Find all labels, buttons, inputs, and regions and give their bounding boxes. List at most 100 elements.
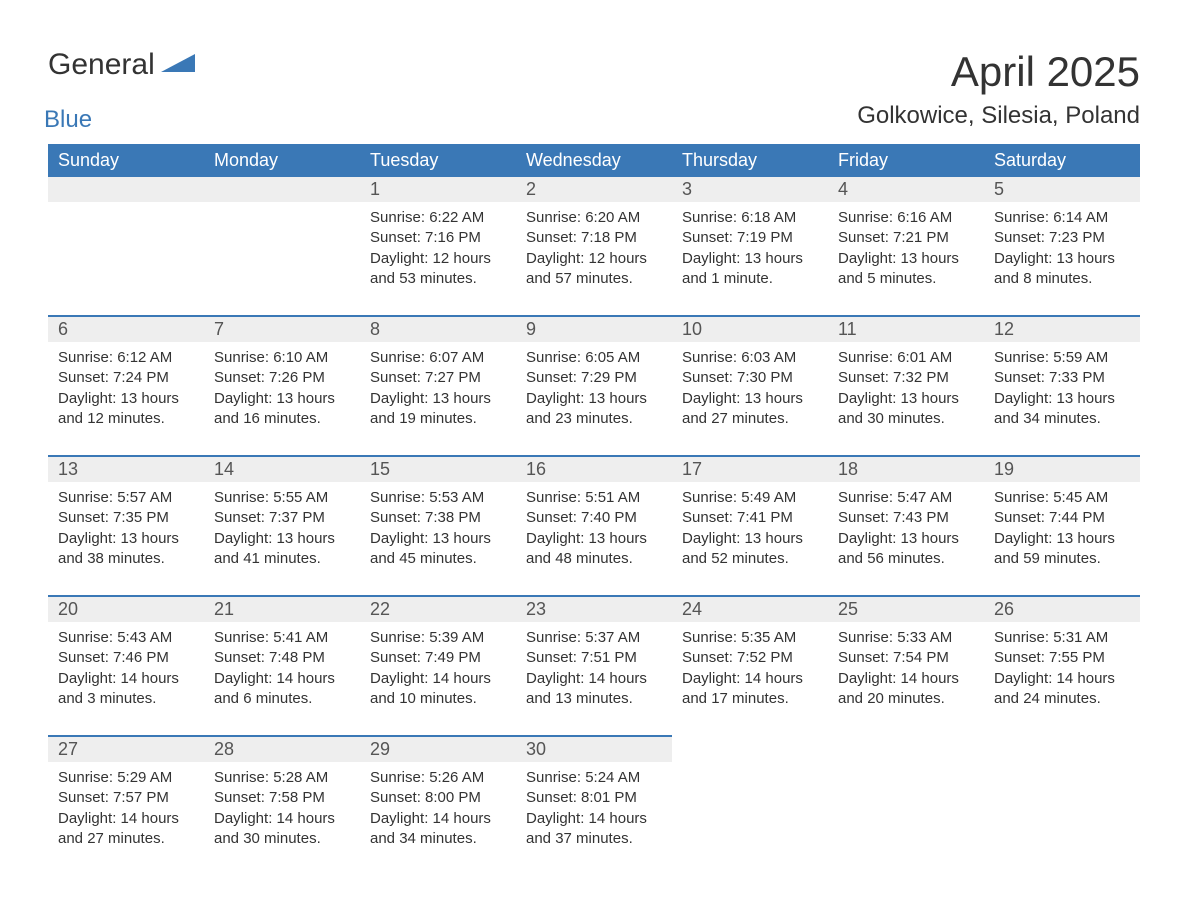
day-number: 15 [360, 456, 516, 482]
sunset-text: Sunset: 7:35 PM [58, 508, 194, 528]
sunrise-text: Sunrise: 5:33 AM [838, 628, 974, 648]
day-number-row: 12345 [48, 177, 1140, 202]
day-number: 19 [984, 456, 1140, 482]
sunrise-text: Sunrise: 5:28 AM [214, 768, 350, 788]
sunrise-text: Sunrise: 5:47 AM [838, 488, 974, 508]
day-number: 29 [360, 736, 516, 762]
day-number: 20 [48, 596, 204, 622]
day-details: Sunrise: 5:53 AMSunset: 7:38 PMDaylight:… [360, 482, 516, 596]
sunset-text: Sunset: 7:19 PM [682, 228, 818, 248]
day-details: Sunrise: 6:12 AMSunset: 7:24 PMDaylight:… [48, 342, 204, 456]
day-number [48, 177, 204, 202]
logo-text-general: General [48, 48, 155, 81]
day-number: 1 [360, 177, 516, 202]
day-details: Sunrise: 6:18 AMSunset: 7:19 PMDaylight:… [672, 202, 828, 316]
day-details: Sunrise: 5:41 AMSunset: 7:48 PMDaylight:… [204, 622, 360, 736]
daylight-text: Daylight: 13 hours and 34 minutes. [994, 389, 1130, 430]
sunset-text: Sunset: 8:01 PM [526, 788, 662, 808]
day-number: 14 [204, 456, 360, 482]
day-details [672, 762, 828, 875]
sunrise-text: Sunrise: 5:37 AM [526, 628, 662, 648]
sunset-text: Sunset: 7:23 PM [994, 228, 1130, 248]
sunrise-text: Sunrise: 5:39 AM [370, 628, 506, 648]
sunrise-text: Sunrise: 5:53 AM [370, 488, 506, 508]
sunrise-text: Sunrise: 5:24 AM [526, 768, 662, 788]
day-number: 8 [360, 316, 516, 342]
sunset-text: Sunset: 7:43 PM [838, 508, 974, 528]
sunset-text: Sunset: 7:32 PM [838, 368, 974, 388]
sunrise-text: Sunrise: 5:31 AM [994, 628, 1130, 648]
day-detail-row: Sunrise: 5:57 AMSunset: 7:35 PMDaylight:… [48, 482, 1140, 596]
day-details: Sunrise: 5:29 AMSunset: 7:57 PMDaylight:… [48, 762, 204, 875]
sunset-text: Sunset: 7:44 PM [994, 508, 1130, 528]
weekday-header: Saturday [984, 144, 1140, 177]
sunrise-text: Sunrise: 6:18 AM [682, 208, 818, 228]
sunset-text: Sunset: 7:24 PM [58, 368, 194, 388]
day-number: 2 [516, 177, 672, 202]
sunrise-text: Sunrise: 5:57 AM [58, 488, 194, 508]
daylight-text: Daylight: 14 hours and 20 minutes. [838, 669, 974, 710]
daylight-text: Daylight: 13 hours and 27 minutes. [682, 389, 818, 430]
daylight-text: Daylight: 14 hours and 6 minutes. [214, 669, 350, 710]
daylight-text: Daylight: 13 hours and 19 minutes. [370, 389, 506, 430]
sunset-text: Sunset: 7:46 PM [58, 648, 194, 668]
sunrise-text: Sunrise: 5:43 AM [58, 628, 194, 648]
day-number: 16 [516, 456, 672, 482]
day-number: 5 [984, 177, 1140, 202]
sunrise-text: Sunrise: 6:22 AM [370, 208, 506, 228]
title-block: April 2025 Golkowice, Silesia, Poland [857, 48, 1140, 130]
day-number [984, 736, 1140, 762]
sunrise-text: Sunrise: 6:07 AM [370, 348, 506, 368]
sunset-text: Sunset: 7:58 PM [214, 788, 350, 808]
day-number: 9 [516, 316, 672, 342]
page-title: April 2025 [857, 48, 1140, 96]
logo: General Blue [48, 48, 195, 134]
sunrise-text: Sunrise: 5:41 AM [214, 628, 350, 648]
sunset-text: Sunset: 7:55 PM [994, 648, 1130, 668]
day-detail-row: Sunrise: 5:43 AMSunset: 7:46 PM Daylight:… [48, 622, 1140, 736]
day-details: Sunrise: 5:43 AMSunset: 7:46 PMDaylight:… [48, 622, 204, 736]
day-number-row: 27282930 [48, 736, 1140, 762]
day-details [204, 202, 360, 316]
day-details [828, 762, 984, 875]
daylight-text: Daylight: 14 hours and 17 minutes. [682, 669, 818, 710]
day-details: Sunrise: 6:07 AMSunset: 7:27 PMDaylight:… [360, 342, 516, 456]
day-number [672, 736, 828, 762]
day-details: Sunrise: 5:55 AMSunset: 7:37 PMDaylight:… [204, 482, 360, 596]
sunset-text: Sunset: 7:29 PM [526, 368, 662, 388]
sunrise-text: Sunrise: 6:01 AM [838, 348, 974, 368]
sunrise-text: Sunrise: 5:49 AM [682, 488, 818, 508]
day-number: 23 [516, 596, 672, 622]
sunset-text: Sunset: 7:16 PM [370, 228, 506, 248]
sunset-text: Sunset: 7:41 PM [682, 508, 818, 528]
day-details: Sunrise: 5:51 AMSunset: 7:40 PMDaylight:… [516, 482, 672, 596]
day-number-row: 20212223242526 [48, 596, 1140, 622]
day-number: 26 [984, 596, 1140, 622]
day-details: Sunrise: 5:26 AMSunset: 8:00 PMDaylight:… [360, 762, 516, 875]
day-details: Sunrise: 5:47 AMSunset: 7:43 PMDaylight:… [828, 482, 984, 596]
day-number: 11 [828, 316, 984, 342]
sunset-text: Sunset: 7:30 PM [682, 368, 818, 388]
daylight-text: Daylight: 13 hours and 38 minutes. [58, 529, 194, 570]
day-number: 13 [48, 456, 204, 482]
day-details: Sunrise: 5:45 AMSunset: 7:44 PMDaylight:… [984, 482, 1140, 596]
day-detail-row: Sunrise: 5:29 AMSunset: 7:57 PMDaylight:… [48, 762, 1140, 875]
day-number: 3 [672, 177, 828, 202]
day-details: Sunrise: 5:31 AMSunset: 7:55 PMDaylight:… [984, 622, 1140, 736]
day-number: 28 [204, 736, 360, 762]
day-details: Sunrise: 6:05 AMSunset: 7:29 PMDaylight:… [516, 342, 672, 456]
day-details: Sunrise: 5:24 AMSunset: 8:01 PMDaylight:… [516, 762, 672, 875]
day-number-row: 6789101112 [48, 316, 1140, 342]
daylight-text: Daylight: 13 hours and 16 minutes. [214, 389, 350, 430]
day-number: 21 [204, 596, 360, 622]
sunset-text: Sunset: 7:33 PM [994, 368, 1130, 388]
weekday-header-row: Sunday Monday Tuesday Wednesday Thursday… [48, 144, 1140, 177]
day-number: 10 [672, 316, 828, 342]
sunrise-text: Sunrise: 5:45 AM [994, 488, 1130, 508]
day-number: 7 [204, 316, 360, 342]
day-details: Sunrise: 5:28 AMSunset: 7:58 PMDaylight:… [204, 762, 360, 875]
day-details: Sunrise: 6:16 AMSunset: 7:21 PMDaylight:… [828, 202, 984, 316]
day-number: 17 [672, 456, 828, 482]
day-details: Sunrise: 6:10 AMSunset: 7:26 PMDaylight:… [204, 342, 360, 456]
day-detail-row: Sunrise: 6:22 AMSunset: 7:16 PMDaylight:… [48, 202, 1140, 316]
